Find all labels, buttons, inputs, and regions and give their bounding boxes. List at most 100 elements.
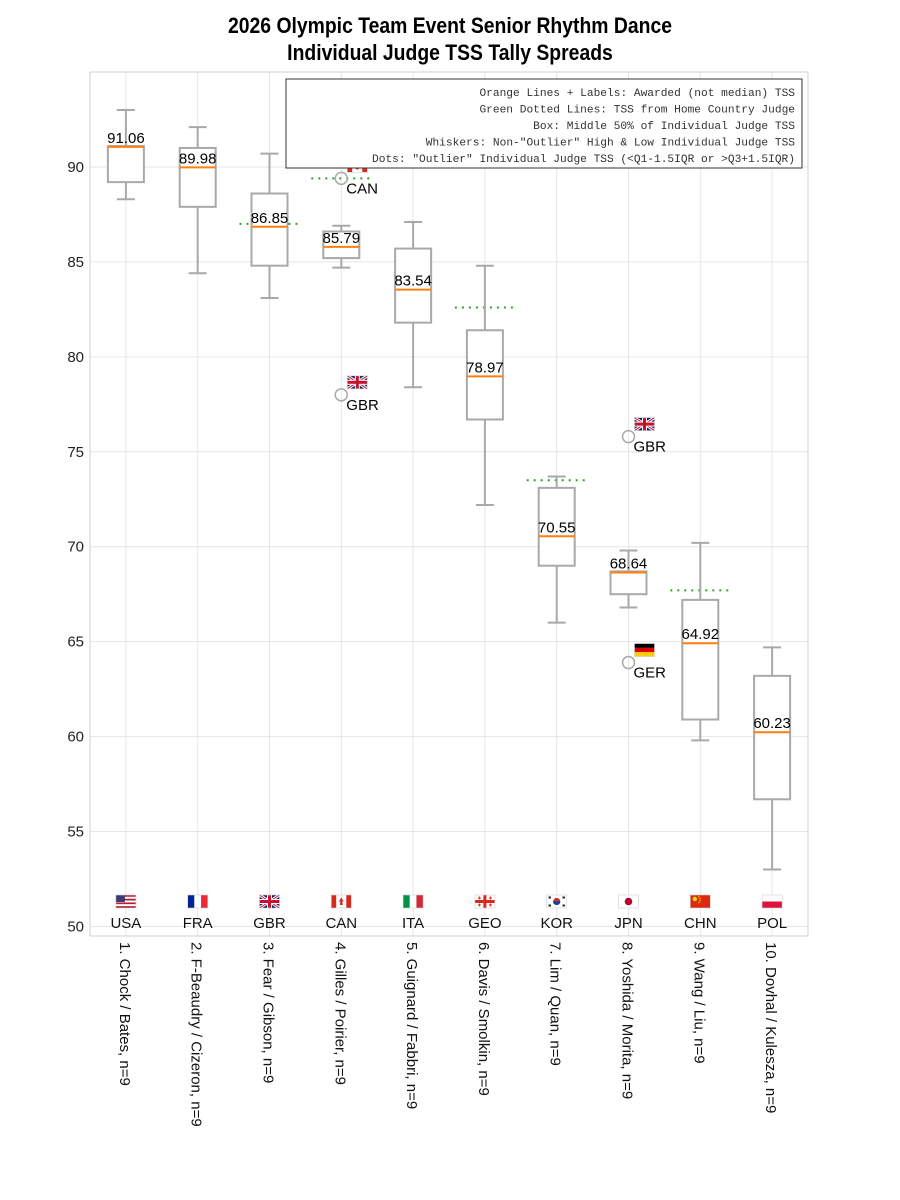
flag-part — [409, 895, 417, 908]
flag-jp-icon — [618, 894, 639, 909]
awarded-label: 85.79 — [323, 230, 361, 247]
flag-part — [187, 895, 195, 908]
skater-team-label: 6. Davis / Smolkin, n=9 — [475, 942, 492, 1096]
flag-part — [416, 895, 424, 908]
flag-cn-icon — [689, 894, 711, 909]
flag-border — [634, 417, 655, 431]
box-ita: 83.54 — [394, 221, 433, 389]
awarded-label: 64.92 — [682, 626, 720, 643]
flag-border — [761, 894, 783, 909]
y-tick-label: 70 — [67, 539, 84, 556]
awarded-label: 89.98 — [179, 150, 217, 167]
iqr-box — [753, 674, 792, 801]
flag-border — [402, 894, 424, 909]
flag-part — [478, 903, 480, 907]
awarded-label: 68.64 — [610, 556, 648, 573]
iqr-box — [394, 247, 433, 324]
flag-part — [489, 896, 491, 900]
outlier-judge-label: GER — [634, 665, 667, 682]
chart-title-line-1: 2026 Olympic Team Event Senior Rhythm Da… — [227, 13, 673, 38]
iqr-box — [322, 230, 361, 260]
flag-part — [338, 897, 344, 905]
y-tick-label: 50 — [67, 919, 84, 936]
legend-box — [285, 78, 803, 169]
awarded-label: 60.23 — [753, 715, 791, 732]
iqr-box — [609, 570, 648, 596]
chart-title: 2026 Olympic Team Event Senior Rhythm Da… — [0, 12, 900, 66]
flag-part — [762, 895, 783, 902]
flag-part — [634, 647, 655, 653]
flag-gb-icon — [633, 416, 656, 432]
iqr-box — [681, 598, 720, 721]
team-code-label: FRA — [183, 915, 213, 932]
flag-part — [698, 901, 700, 904]
flag-part — [115, 895, 125, 902]
y-tick-label: 90 — [67, 159, 84, 176]
skater-team-label: 4. Gilles / Poirier, n=9 — [331, 942, 348, 1085]
team-code-label: CAN — [325, 915, 357, 932]
flag-it-icon — [402, 894, 424, 909]
flag-part — [634, 422, 655, 426]
legend-entry: Dots: "Outlier" Individual Judge TSS (<Q… — [372, 154, 795, 166]
flag-fr-icon — [187, 894, 208, 909]
awarded-label: 83.54 — [394, 273, 432, 290]
x-axis: USA 1. Chock / Bates, n=9 FRA 2. F-Beaudry … — [110, 893, 787, 1127]
flag-part — [331, 895, 337, 908]
team-code-label: GBR — [253, 915, 286, 932]
plot-frame — [89, 71, 809, 937]
team-code-label: KOR — [540, 915, 573, 932]
flag-part — [115, 902, 136, 905]
flag-border — [330, 894, 352, 909]
flag-part — [259, 900, 280, 903]
flag-part — [194, 895, 202, 908]
flag-pl-icon — [761, 894, 783, 909]
outlier-judge-label: GBR — [346, 397, 379, 414]
flag-part — [115, 906, 136, 908]
box-can: 85.79 — [322, 224, 361, 269]
flag-part — [548, 896, 551, 899]
flag-border — [115, 894, 137, 909]
skater-team-label: 1. Chock / Bates, n=9 — [116, 942, 133, 1086]
flag-ca-icon — [330, 894, 352, 909]
legend-entry: Box: Middle 50% of Individual Judge TSS — [533, 121, 795, 133]
skater-team-label: 7. Lim / Quan, n=9 — [547, 942, 564, 1066]
iqr-box — [250, 192, 289, 267]
flag-border — [187, 894, 208, 909]
box-gbr: 86.85 — [250, 152, 289, 299]
y-tick-label: 55 — [67, 824, 84, 841]
flag-part — [115, 898, 136, 901]
skater-team-label: 10. Dovhal / Kulesza, n=9 — [762, 942, 779, 1113]
flag-part — [346, 895, 352, 908]
flag-part — [474, 900, 495, 903]
flag-part — [115, 895, 136, 897]
flag-border — [346, 375, 368, 390]
flag-part — [115, 900, 136, 903]
team-code-label: JPN — [614, 915, 642, 932]
flag-part — [690, 895, 711, 908]
iqr-box — [537, 486, 576, 567]
legend-entry: Whiskers: Non-"Outlier" High & Low Indiv… — [426, 138, 796, 150]
outlier-gbr: GBR — [334, 374, 379, 414]
y-tick-label: 85 — [67, 254, 84, 271]
y-tick-label: 65 — [67, 634, 84, 651]
outlier-dot — [621, 429, 636, 444]
flag-border — [546, 894, 568, 909]
flag-border — [634, 643, 655, 657]
flag-part — [201, 895, 208, 908]
team-code-label: USA — [110, 915, 141, 932]
iqr-box — [106, 145, 145, 184]
awarded-label: 86.85 — [251, 210, 289, 227]
outlier-gbr: GBR — [621, 416, 667, 456]
legend-entry: Green Dotted Lines: TSS from Home Countr… — [479, 105, 795, 117]
outlier-judge-label: GBR — [634, 439, 667, 456]
y-tick-label: 80 — [67, 349, 84, 366]
grid — [90, 72, 808, 936]
flag-part — [634, 652, 655, 657]
team-code-label: POL — [757, 915, 787, 932]
chart-title-line-2: Individual Judge TSS Tally Spreads — [287, 40, 613, 65]
flag-us-icon — [115, 894, 137, 909]
box-geo: 78.97 — [465, 264, 504, 506]
outlier-dot — [621, 655, 636, 670]
flag-part — [698, 896, 700, 898]
